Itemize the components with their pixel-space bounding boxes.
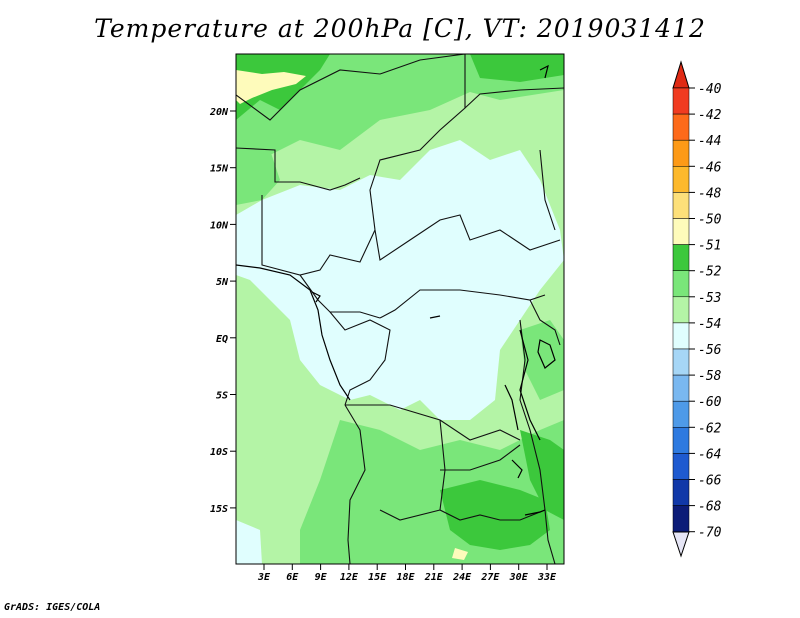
colorbar-label: -46 (698, 160, 722, 175)
credit-text: GrADS: IGES/COLA (4, 602, 101, 613)
colorbar-label: -58 (698, 369, 722, 384)
colorbar-top-arrow (672, 60, 690, 89)
lat-tick-label: 5S (216, 391, 228, 402)
colorbar-swatches (672, 87, 690, 532)
lon-tick-label: 33E (537, 572, 557, 583)
colorbar-swatch (672, 322, 690, 350)
colorbar-swatch (672, 166, 690, 193)
coastlines (236, 64, 556, 516)
lat-tick-label: 20N (209, 107, 229, 118)
colorbar-label: -50 (698, 213, 722, 228)
colorbar-label: -44 (698, 134, 721, 149)
colorbar-swatch (672, 427, 690, 454)
country-borders (236, 54, 564, 564)
map-title: Temperature at 200hPa [C], VT: 201903141… (94, 14, 706, 43)
colorbar-label: -54 (698, 317, 721, 332)
colorbar-label: -62 (698, 421, 722, 436)
lon-tick-label: 18E (396, 572, 415, 583)
colorbar-swatch (672, 348, 690, 376)
colorbar-labels: -40 -42 -44 -46 -48 -50 -51 -52 -53 -54 -56 -58 -60 -… (689, 82, 722, 541)
colorbar-swatch (672, 296, 690, 324)
colorbar-bottom-arrow (672, 531, 690, 558)
lat-tick-label: 15S (210, 504, 228, 515)
colorbar-swatch (672, 87, 690, 115)
lon-tick-label: 27E (480, 572, 500, 583)
colorbar-swatch (672, 505, 690, 532)
colorbar-label: -70 (698, 526, 722, 541)
colorbar-label: -68 (698, 500, 722, 515)
colorbar-label: -51 (698, 239, 721, 254)
colorbar-swatch (672, 244, 690, 271)
lat-tick-label: 5N (216, 277, 229, 288)
colorbar-swatch (672, 270, 690, 298)
longitude-ticks: 3E 6E 9E 12E 15E 18E 21E 24E 27E 30E 33E (257, 564, 557, 583)
lon-tick-label: 30E (509, 572, 529, 583)
field-pale-center (236, 140, 564, 420)
lon-tick-label: 3E (257, 572, 271, 583)
field-west-green (236, 140, 280, 205)
lat-tick-label: 10N (210, 220, 229, 231)
map-fill-layer (236, 54, 564, 564)
colorbar-label: -48 (698, 186, 722, 201)
lon-tick-label: 9E (315, 572, 328, 583)
colorbar-label: -42 (698, 108, 722, 123)
colorbar-label: -56 (698, 343, 722, 358)
lon-tick-label: 15E (368, 572, 387, 583)
field-south-yellow (452, 548, 468, 560)
field-northeast-dark (470, 54, 564, 82)
colorbar-swatch (672, 218, 690, 245)
colorbar-swatch (672, 453, 690, 480)
lon-tick-label: 21E (424, 572, 444, 583)
map-frame (235, 53, 565, 565)
field-west-light (236, 290, 300, 560)
colorbar-label: -40 (698, 82, 722, 97)
lon-tick-label: 24E (452, 572, 472, 583)
lat-tick-label: EQ (216, 334, 228, 345)
field-southwest-pale (236, 520, 262, 564)
colorbar-swatch (672, 113, 690, 141)
latitude-ticks: 20N 15N 10N 5N EQ 5S 10S 15S (209, 107, 236, 515)
lat-tick-label: 10S (210, 447, 228, 458)
colorbar-label: -64 (698, 447, 721, 462)
colorbar-swatch (672, 374, 690, 402)
field-yellow-patch (236, 70, 306, 104)
colorbar-label: -52 (698, 265, 722, 280)
lat-tick-label: 15N (210, 164, 229, 175)
colorbar-swatch (672, 400, 690, 428)
field-southeast-dark (520, 430, 564, 520)
colorbar-swatch (672, 192, 690, 219)
field-north-green (236, 54, 564, 170)
field-south-dark (440, 480, 550, 550)
colorbar-swatch (672, 139, 690, 167)
lon-tick-label: 6E (286, 572, 299, 583)
colorbar-label: -53 (698, 291, 721, 306)
colorbar-label: -60 (698, 395, 722, 410)
lon-tick-label: 12E (340, 572, 359, 583)
colorbar-swatch (672, 479, 690, 506)
colorbar-label: -66 (698, 474, 722, 489)
